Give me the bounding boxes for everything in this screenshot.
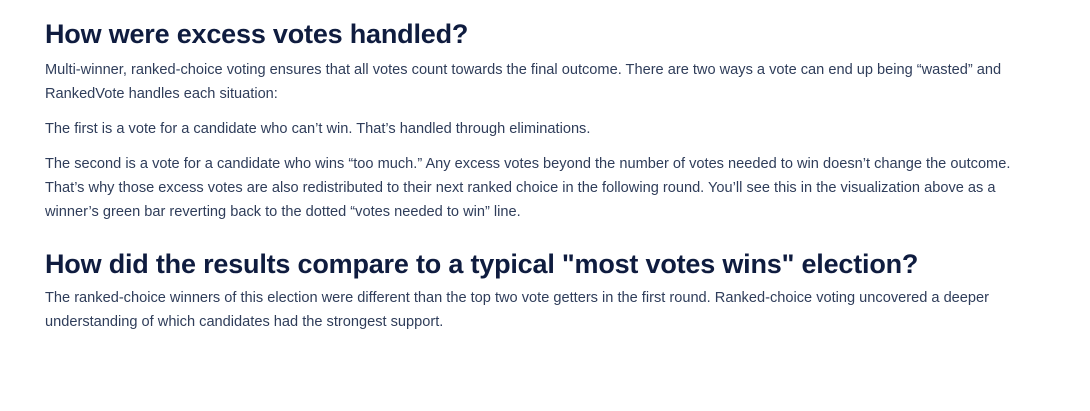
comparison-paragraph: The ranked-choice winners of this electi… <box>45 290 990 330</box>
eliminations-paragraph: The first is a vote for a candidate who … <box>45 121 591 137</box>
redistribution-paragraph: The second is a vote for a candidate who… <box>45 156 1011 220</box>
comparison-heading: How did the results compare to a typical… <box>45 249 919 279</box>
results-explanation: How were excess votes handled? Multi-win… <box>45 0 1050 334</box>
excess-votes-section: How were excess votes handled? Multi-win… <box>45 17 1050 224</box>
comparison-section: How did the results compare to a typical… <box>45 247 1050 334</box>
excess-votes-heading: How were excess votes handled? <box>45 19 469 49</box>
excess-votes-intro-paragraph: Multi-winner, ranked-choice voting ensur… <box>45 62 1002 102</box>
